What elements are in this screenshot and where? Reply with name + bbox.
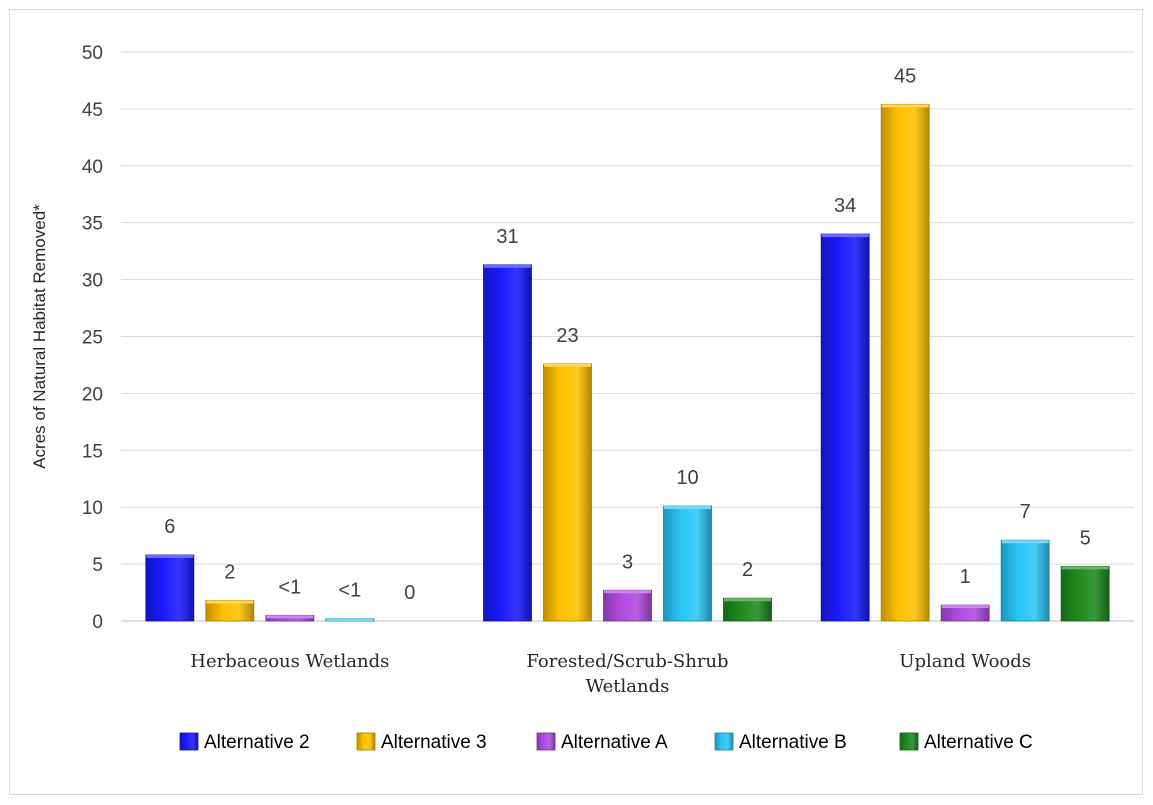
- legend: Alternative 2 Alternative 3 Alternative A A…: [179, 732, 1033, 753]
- y-tick-label: 30: [82, 271, 103, 292]
- bar-upland-woods-alternative-3: [880, 103, 930, 622]
- y-tick-label: 35: [82, 214, 103, 235]
- data-label-upland-woods-alternative-3: 45: [894, 65, 916, 87]
- data-label-forested-scrub-shrub-wetlands-alternative-a: 3: [622, 551, 633, 573]
- y-axis-title: Acres of Natural Habitat Removed*: [30, 204, 49, 469]
- data-label-herbaceous-wetlands-alternative-3: 2: [224, 562, 235, 584]
- bar-upland-woods-alternative-c: [1060, 565, 1110, 622]
- legend-swatch-alternative-c: [899, 732, 919, 751]
- x-axis: Herbaceous Wetlands Forested/Scrub-Shrub W…: [190, 651, 1031, 697]
- data-label-upland-woods-alternative-2: 34: [834, 195, 856, 217]
- legend-swatch-alternative-3: [356, 732, 376, 751]
- data-label-herbaceous-wetlands-alternative-b: <1: [338, 580, 361, 602]
- bar-cap: [604, 590, 651, 594]
- bar-cap: [941, 605, 989, 609]
- data-label-herbaceous-wetlands-alternative-c: 0: [404, 582, 415, 604]
- y-tick-label: 20: [82, 384, 103, 405]
- legend-label-alternative-3: Alternative 3: [381, 732, 487, 753]
- bar-forested-scrub-shrub-wetlands-alternative-b: [663, 505, 712, 622]
- y-tick-label: 0: [92, 612, 103, 633]
- data-label-herbaceous-wetlands-alternative-a: <1: [278, 576, 301, 598]
- bar-herbaceous-wetlands-alternative-3: [205, 600, 255, 622]
- y-tick-label: 40: [82, 157, 103, 178]
- bars: [145, 103, 1110, 622]
- data-label-forested-scrub-shrub-wetlands-alternative-3: 23: [556, 325, 578, 347]
- bar-herbaceous-wetlands-alternative-2: [145, 554, 195, 622]
- category-label: Wetlands: [586, 676, 670, 697]
- gridlines: [121, 51, 1134, 622]
- data-label-upland-woods-alternative-b: 7: [1020, 501, 1031, 523]
- bar-cap: [881, 104, 929, 108]
- bar-cap: [544, 363, 591, 367]
- bar-forested-scrub-shrub-wetlands-alternative-a: [603, 589, 652, 622]
- category-label: Herbaceous Wetlands: [190, 651, 389, 672]
- y-tick-label: 15: [82, 441, 103, 462]
- bar-cap: [146, 554, 194, 558]
- bar-forested-scrub-shrub-wetlands-alternative-3: [543, 363, 592, 622]
- data-labels: 6 2 <1 <1 0 31 23 3 10 2 34 45 1 7 5: [164, 65, 1090, 604]
- y-tick-label: 5: [92, 555, 103, 576]
- bar-cap: [1061, 566, 1109, 570]
- bar-forested-scrub-shrub-wetlands-alternative-2: [483, 264, 532, 622]
- bar-cap: [664, 506, 711, 510]
- bar-cap: [484, 264, 531, 268]
- data-label-forested-scrub-shrub-wetlands-alternative-c: 2: [742, 559, 753, 581]
- y-tick-label: 45: [82, 100, 103, 121]
- y-axis: 0 5 10 15 20 25 30 35 40 45 50 Acres of Natural Hab…: [30, 43, 103, 633]
- bar-cap: [724, 598, 771, 602]
- data-label-upland-woods-alternative-a: 1: [960, 566, 971, 588]
- bar-forested-scrub-shrub-wetlands-alternative-c: [723, 597, 772, 622]
- bar-cap: [206, 600, 254, 604]
- legend-label-alternative-c: Alternative C: [924, 732, 1033, 753]
- bar-upland-woods-alternative-2: [820, 233, 870, 622]
- category-label: Upland Woods: [899, 651, 1031, 672]
- bar-cap: [266, 615, 314, 619]
- category-label: Forested/Scrub-Shrub: [526, 651, 728, 672]
- data-label-upland-woods-alternative-c: 5: [1080, 527, 1091, 549]
- data-label-forested-scrub-shrub-wetlands-alternative-b: 10: [676, 467, 698, 489]
- y-tick-label: 50: [82, 43, 103, 64]
- bar-cap: [1001, 540, 1049, 544]
- data-label-forested-scrub-shrub-wetlands-alternative-2: 31: [496, 226, 518, 248]
- bar-upland-woods-alternative-b: [1000, 539, 1050, 622]
- legend-label-alternative-b: Alternative B: [739, 732, 847, 753]
- bar-cap: [326, 618, 374, 621]
- data-label-herbaceous-wetlands-alternative-2: 6: [164, 516, 175, 538]
- legend-swatch-alternative-b: [714, 732, 734, 751]
- legend-swatch-alternative-a: [536, 732, 556, 751]
- bar-cap: [821, 234, 869, 238]
- y-tick-label: 10: [82, 498, 103, 519]
- y-tick-label: 25: [82, 328, 103, 349]
- legend-label-alternative-a: Alternative A: [561, 732, 668, 753]
- legend-label-alternative-2: Alternative 2: [204, 732, 310, 753]
- legend-swatch-alternative-2: [179, 732, 199, 751]
